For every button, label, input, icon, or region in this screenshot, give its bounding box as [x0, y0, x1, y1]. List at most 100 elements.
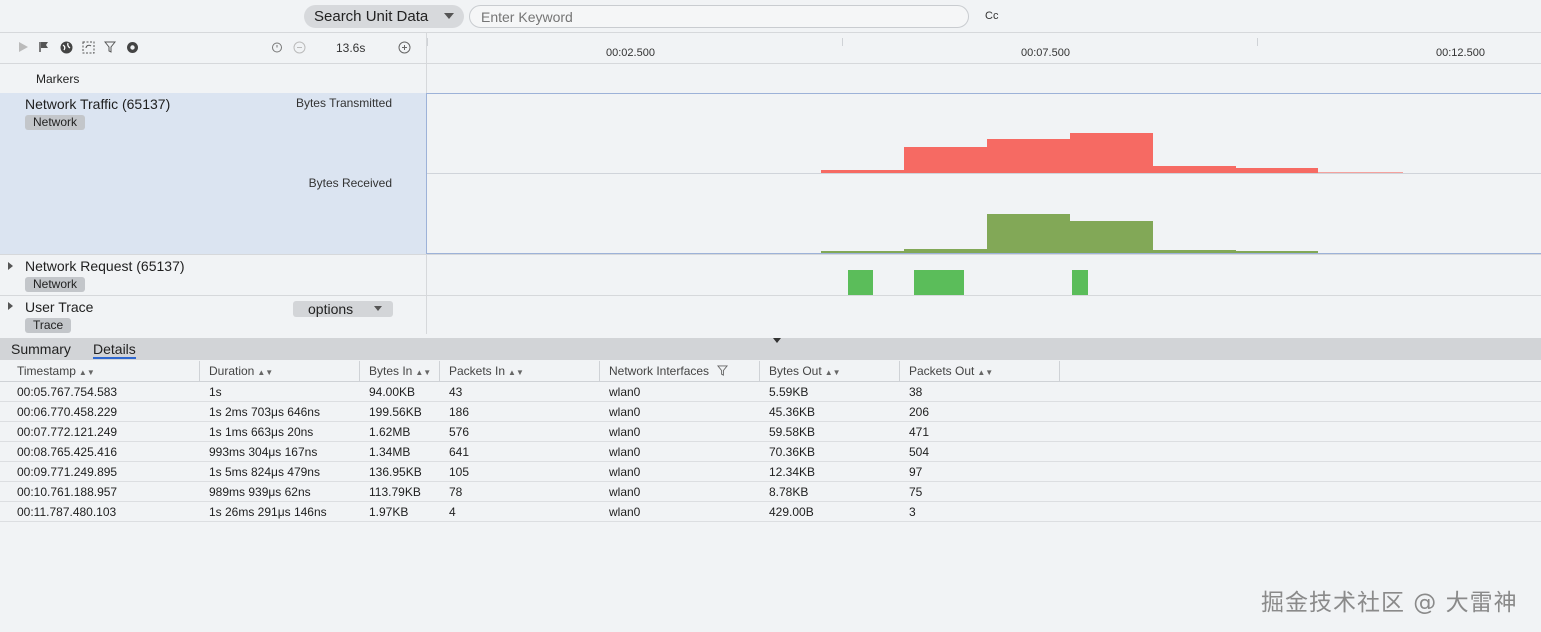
- table-row[interactable]: 00:09.771.249.895 1s 5ms 824μs 479ns 136.9…: [0, 462, 1541, 482]
- case-sensitive-toggle[interactable]: Cc: [985, 10, 999, 22]
- column-header-timestamp[interactable]: Timestamp ▲▼: [17, 364, 95, 378]
- zoom-out-icon[interactable]: [292, 41, 306, 55]
- duration-cell: 1s 26ms 291μs 146ns: [209, 505, 327, 519]
- table-row[interactable]: 00:05.767.754.583 1s 94.00KB 43 wlan0 5.59KB 3…: [0, 382, 1541, 402]
- packets-in-cell: 186: [449, 405, 470, 419]
- rx-bar: [1070, 221, 1153, 253]
- search-mode-label: Search Unit Data: [314, 8, 429, 25]
- network-request-title: Network Request (65137): [25, 258, 185, 274]
- column-header-bytes-out[interactable]: Bytes Out ▲▼: [769, 364, 841, 378]
- chart-divider: [427, 173, 1541, 174]
- bytes-out-cell: 8.78KB: [769, 485, 809, 499]
- play-icon[interactable]: [16, 41, 30, 55]
- bytes-in-cell: 94.00KB: [369, 385, 416, 399]
- bytes-received-label: Bytes Received: [308, 176, 392, 190]
- duration-cell: 1s 5ms 824μs 479ns: [209, 465, 320, 479]
- chevron-down-icon: [444, 13, 454, 19]
- search-mode-select[interactable]: Search Unit Data: [304, 5, 464, 28]
- flag-icon[interactable]: [37, 41, 51, 55]
- column-divider[interactable]: [599, 361, 600, 381]
- divider: [0, 32, 1541, 33]
- settings-gear-icon[interactable]: [125, 41, 139, 55]
- bytes-out-cell: 59.58KB: [769, 425, 816, 439]
- request-bar[interactable]: [1072, 270, 1088, 295]
- column-divider[interactable]: [359, 361, 360, 381]
- column-header-packets-out[interactable]: Packets Out ▲▼: [909, 364, 994, 378]
- column-header-network-interfaces[interactable]: Network Interfaces: [609, 364, 729, 378]
- column-header-bytes-in[interactable]: Bytes In ▲▼: [369, 364, 432, 378]
- network-tag: Network: [25, 277, 86, 292]
- tab-summary[interactable]: Summary: [11, 341, 71, 357]
- bytes-in-cell: 113.79KB: [369, 485, 421, 499]
- divider: [0, 63, 1541, 64]
- timestamp-cell: 00:07.772.121.249: [17, 425, 118, 439]
- ruler-tick: [1257, 38, 1258, 46]
- table-row[interactable]: 00:08.765.425.416 993ms 304μs 167ns 1.34MB…: [0, 442, 1541, 462]
- divider: [0, 381, 1541, 382]
- request-bar[interactable]: [914, 270, 964, 295]
- search-input[interactable]: [469, 5, 969, 28]
- ruler-tick: [842, 38, 843, 46]
- bytes-out-cell: 70.36KB: [769, 445, 816, 459]
- bytes-in-cell: 1.34MB: [369, 445, 411, 459]
- rx-bar: [987, 214, 1070, 253]
- column-divider[interactable]: [199, 361, 200, 381]
- trace-duration: 13.6s: [336, 41, 366, 55]
- timer-icon[interactable]: [270, 41, 284, 55]
- tx-bar: [904, 147, 987, 173]
- tx-bar: [1070, 133, 1153, 173]
- ruler-tick-label: 00:12.500: [1436, 47, 1485, 59]
- filter-icon[interactable]: [103, 41, 117, 55]
- column-divider[interactable]: [899, 361, 900, 381]
- duration-cell: 989ms 939μs 62ns: [209, 485, 311, 499]
- options-dropdown[interactable]: options: [293, 301, 393, 317]
- chevron-down-icon: [374, 306, 382, 311]
- collapse-caret-icon[interactable]: [773, 338, 781, 343]
- packets-out-cell: 3: [909, 505, 916, 519]
- duration-cell: 1s: [209, 385, 222, 399]
- table-row[interactable]: 00:06.770.458.229 1s 2ms 703μs 646ns 199.5…: [0, 402, 1541, 422]
- sync-icon[interactable]: [81, 41, 95, 55]
- network-interface-cell: wlan0: [609, 385, 641, 399]
- filter-icon[interactable]: [717, 365, 729, 376]
- timestamp-cell: 00:05.767.754.583: [17, 385, 118, 399]
- tx-bar: [821, 170, 904, 173]
- column-divider[interactable]: [1059, 361, 1060, 381]
- packets-out-cell: 38: [909, 385, 923, 399]
- column-divider[interactable]: [439, 361, 440, 381]
- table-row[interactable]: 00:07.772.121.249 1s 1ms 663μs 20ns 1.62MB…: [0, 422, 1541, 442]
- zoom-in-icon[interactable]: [397, 41, 411, 55]
- table-row[interactable]: 00:11.787.480.103 1s 26ms 291μs 146ns 1.97…: [0, 502, 1541, 522]
- network-traffic-chart[interactable]: [426, 93, 1541, 254]
- packets-out-cell: 206: [909, 405, 930, 419]
- expand-arrow-icon[interactable]: [8, 302, 13, 310]
- network-tag: Network: [25, 115, 86, 130]
- sort-icon: ▲▼: [508, 368, 524, 377]
- network-interface-cell: wlan0: [609, 465, 641, 479]
- network-interface-cell: wlan0: [609, 425, 641, 439]
- tab-details[interactable]: Details: [93, 341, 136, 359]
- packets-out-cell: 97: [909, 465, 923, 479]
- packets-in-cell: 4: [449, 505, 456, 519]
- panel-splitter[interactable]: [0, 334, 1541, 338]
- globe-icon[interactable]: [59, 41, 73, 55]
- request-bar[interactable]: [848, 270, 873, 295]
- bytes-transmitted-label: Bytes Transmitted: [295, 96, 392, 110]
- tx-bar: [1153, 166, 1236, 173]
- sort-icon: ▲▼: [257, 368, 274, 377]
- network-traffic-title: Network Traffic (65137): [25, 96, 171, 112]
- divider: [0, 254, 1541, 255]
- watermark-text: 掘金技术社区 @ 大雷神: [1261, 590, 1518, 616]
- rx-bar: [1153, 250, 1236, 253]
- packets-in-cell: 105: [449, 465, 470, 479]
- table-row[interactable]: 00:10.761.188.957 989ms 939μs 62ns 113.79K…: [0, 482, 1541, 502]
- column-divider[interactable]: [759, 361, 760, 381]
- packets-in-cell: 43: [449, 385, 463, 399]
- sort-icon: ▲▼: [78, 368, 95, 377]
- column-header-packets-in[interactable]: Packets In ▲▼: [449, 364, 524, 378]
- bytes-in-cell: 199.56KB: [369, 405, 422, 419]
- column-header-duration[interactable]: Duration ▲▼: [209, 364, 274, 378]
- packets-in-cell: 576: [449, 425, 470, 439]
- ruler-tick: [427, 38, 428, 46]
- expand-arrow-icon[interactable]: [8, 262, 13, 270]
